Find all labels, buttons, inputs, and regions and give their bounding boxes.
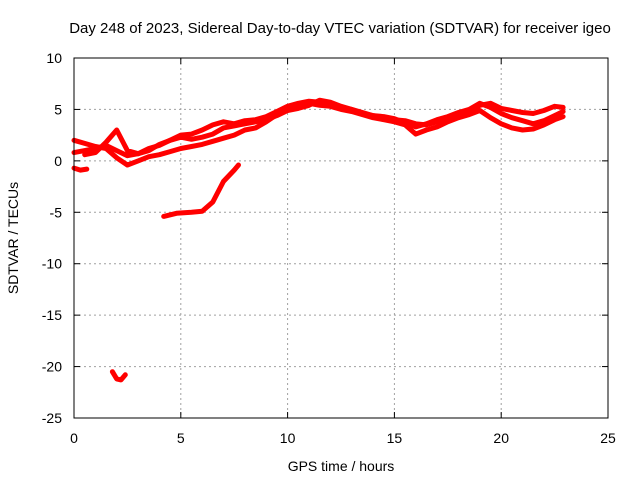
y-tick-label: -20 xyxy=(42,359,62,375)
y-tick-label: -5 xyxy=(50,204,63,220)
data-series xyxy=(71,97,566,383)
series-line-arc-6 xyxy=(109,369,128,383)
y-tick-label: 5 xyxy=(54,101,62,117)
chart-title: Day 248 of 2023, Sidereal Day-to-day VTE… xyxy=(69,20,611,37)
series-line-arc-4 xyxy=(71,165,90,173)
y-tick-label: -15 xyxy=(42,307,62,323)
x-tick-label: 0 xyxy=(70,430,78,446)
plot-frame xyxy=(73,57,609,419)
x-tick-label: 15 xyxy=(387,430,403,446)
x-tick-label: 20 xyxy=(493,430,509,446)
y-axis-ticks: 10 5 0 -5 -10 -15 -20 -25 xyxy=(42,50,608,426)
y-tick-label: -10 xyxy=(42,256,62,272)
series-line-arc-3 xyxy=(82,97,566,158)
series-line-arc-2 xyxy=(71,100,566,168)
y-tick-label: 0 xyxy=(54,153,62,169)
x-tick-label: 25 xyxy=(600,430,616,446)
x-axis-title: GPS time / hours xyxy=(288,458,395,474)
x-tick-label: 10 xyxy=(280,430,296,446)
x-tick-label: 5 xyxy=(177,430,185,446)
series-line-arc-5 xyxy=(161,162,241,219)
x-axis-ticks: 0 5 10 15 20 25 xyxy=(70,58,616,446)
y-tick-label: -25 xyxy=(42,410,62,426)
y-axis-title: SDTVAR / TECUs xyxy=(5,182,21,294)
y-tick-label: 10 xyxy=(46,50,62,66)
